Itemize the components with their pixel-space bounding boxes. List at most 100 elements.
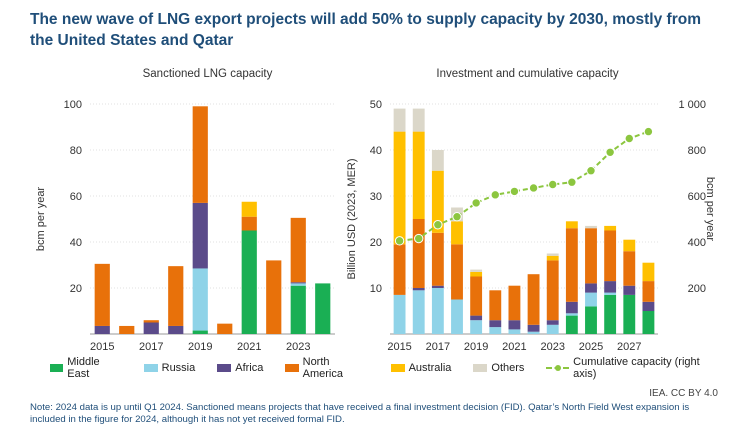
y-tick-label: 60 [70,191,82,203]
cumulative-capacity-point [643,126,654,137]
bar-segment [393,244,406,295]
note: Note: 2024 data is up until Q1 2024. San… [30,402,690,425]
x-tick-label: 2023 [540,341,564,353]
y-tick-label: 30 [370,191,382,203]
bar-segment [94,263,110,326]
bar-segment [604,281,617,293]
y-tick-label: 20 [70,283,82,295]
y-tick-label: 10 [370,283,382,295]
bar-segment [168,325,184,334]
bar-segment [565,221,578,229]
bar-segment [565,301,578,314]
bar-segment [642,262,655,282]
bar-segment [451,221,463,245]
credit: IEA. CC BY 4.0 [649,388,718,399]
bar-segment [508,285,521,321]
bar-segment [527,324,540,332]
legend-item: Russia [143,362,196,374]
x-tick-label: 2019 [464,341,488,353]
bar-segment [241,230,257,334]
cumulative-capacity-point [528,183,539,193]
bar-segment [290,282,306,284]
bar-segment [143,320,159,323]
legend-swatch [473,364,488,372]
y-tick-label: 40 [370,145,382,157]
bar-segment [241,201,257,217]
x-tick-label: 2019 [188,341,212,353]
bar-segment [546,324,559,334]
bar-segment [604,292,617,295]
bar-segment [623,251,636,286]
bar-segment [192,202,208,269]
bar-segment [290,285,306,334]
y2-axis-label: bcm per year [704,177,716,242]
bar-segment [412,131,425,219]
bar-segment [431,232,444,286]
y-axis-label: bcm per year [35,187,47,252]
bar-segment [508,320,521,330]
bar-segment [623,294,636,334]
bar-segment [604,230,617,282]
legend-label: North America [302,356,343,380]
y2-tick-label: 400 [688,237,706,249]
bar-segment [451,299,463,334]
bar-segment [642,301,655,311]
y2-tick-label: 600 [688,191,706,203]
bar-segment [642,311,655,334]
bar-segment [527,331,540,334]
cumulative-capacity-point [490,190,500,200]
legend-swatch [50,364,64,372]
y-tick-label: 50 [370,99,382,111]
bar-segment [393,294,406,334]
bar-segment [431,170,444,233]
y2-tick-label: 200 [688,283,706,295]
legend-label: Australia [408,362,452,374]
legend-item: Others [473,362,524,374]
bar-segment [546,253,559,256]
left-chart-subtitle: Sanctioned LNG capacity [142,68,273,80]
cumulative-capacity-point [605,147,615,158]
bar-segment [119,325,135,334]
y-tick-label: 100 [64,99,82,111]
bar-segment [604,294,617,334]
y-tick-label: 40 [70,237,82,249]
bar-segment [489,327,502,334]
bar-segment [290,217,306,283]
legend-item: Cumulative capacity (right axis) [546,356,718,380]
bar-segment [565,228,578,302]
x-tick-label: 2023 [286,341,310,353]
bar-segment [266,260,282,334]
bar-segment [585,225,597,229]
cumulative-capacity-point [394,236,405,246]
bar-segment [489,290,502,321]
bar-segment [585,228,597,284]
bar-segment [470,276,483,316]
x-tick-label: 2021 [237,341,261,353]
bar-segment [168,266,184,326]
bar-segment [585,306,597,334]
bar-segment [470,269,483,272]
x-tick-label: 2015 [90,341,114,353]
x-tick-label: 2017 [139,341,163,353]
bar-segment [565,313,578,316]
cumulative-capacity-point [548,179,558,190]
legend-label: Africa [235,362,264,374]
bar-segment [470,320,483,334]
legend-item: Australia [390,362,452,374]
cumulative-capacity-point [567,177,577,187]
bar-segment [192,330,208,334]
bar-segment [565,315,578,334]
legend-swatch [546,363,569,373]
y-axis-label: Billion USD (2023, MER) [346,158,358,279]
chart-title: The new wave of LNG export projects will… [30,11,701,49]
x-tick-label: 2025 [579,341,603,353]
bar-segment [489,320,502,328]
bar-segment [241,216,257,231]
bar-segment [604,225,617,231]
legend-label: Russia [161,362,196,374]
cumulative-capacity-point [624,133,634,144]
cumulative-capacity-line [399,130,649,242]
x-tick-label: 2017 [426,341,450,353]
